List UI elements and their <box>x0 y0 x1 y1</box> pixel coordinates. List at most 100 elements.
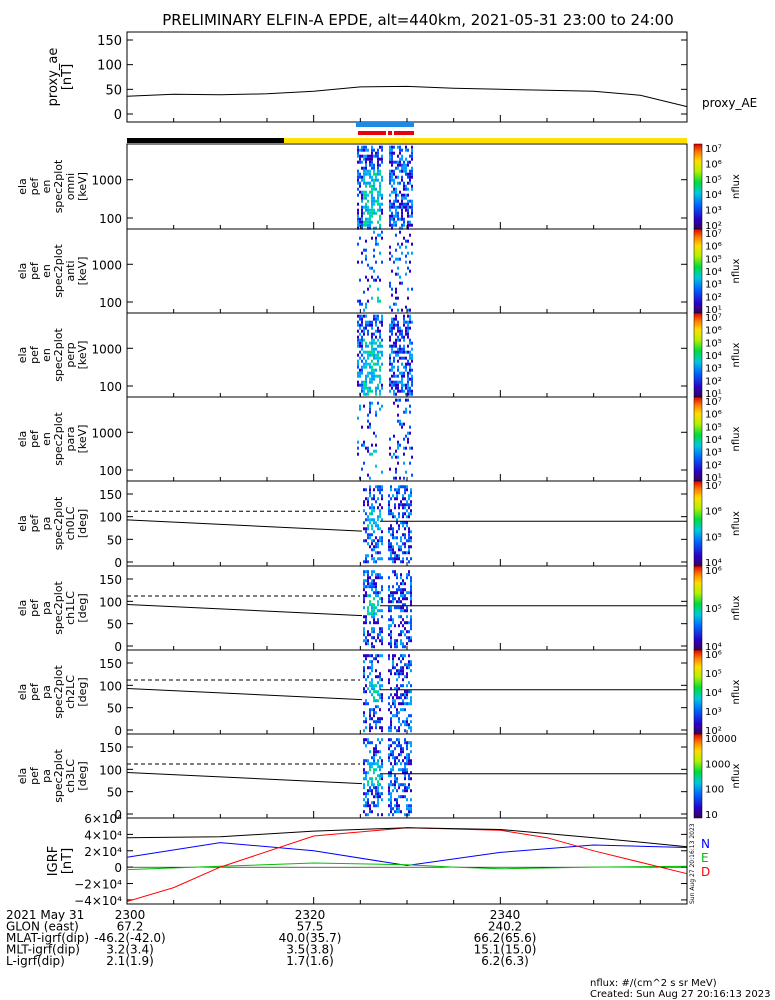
pa-ch3LC-ytick-label: 50 <box>107 786 122 800</box>
pa-ch1LC-cell <box>371 642 373 646</box>
pa-ch3LC-cell <box>410 771 412 775</box>
en-omni-cell <box>365 163 367 167</box>
en-perp-cell <box>371 389 373 393</box>
pa-ch0LC-cell <box>373 560 375 564</box>
pa-ch1LC-cell <box>388 597 390 601</box>
en-omni-cell <box>377 220 379 224</box>
en-anti-cell <box>377 296 379 300</box>
en-para-cell <box>367 446 369 450</box>
en-anti-cell <box>363 248 365 252</box>
pa-ch0LC-cell <box>381 497 383 501</box>
igrf-legend-n: N <box>701 837 710 851</box>
pa-ch1LC-ylabel-line: pef <box>28 598 41 617</box>
pa-ch3LC-cell <box>396 807 398 811</box>
en-anti-ytick-label: 1000 <box>91 258 122 272</box>
en-omni-cell <box>391 202 393 206</box>
en-perp-cell <box>379 374 381 378</box>
en-perp-ylabel-line: [keV] <box>76 341 89 370</box>
pa-ch3LC-cell <box>410 750 412 754</box>
igrf-ytick-label: 6×10⁴ <box>84 812 122 826</box>
igrf-legend-d: D <box>701 865 710 879</box>
pa-ch1LC-cell <box>390 594 392 598</box>
pa-ch1LC-cell <box>371 582 373 586</box>
pa-ch1LC-cell <box>365 621 367 625</box>
en-para-cell <box>397 443 399 447</box>
en-perp-cell <box>359 368 361 372</box>
en-perp-cell <box>377 326 379 330</box>
en-perp-cell <box>395 383 397 387</box>
pa-ch3LC-cell <box>367 783 369 787</box>
pa-ch1LC-cell <box>365 570 367 574</box>
pa-ch1LC-cell <box>375 582 377 586</box>
pa-ch2LC-cell <box>373 711 375 715</box>
pa-ch1LC-cell <box>367 606 369 610</box>
pa-ch1LC-cell <box>373 591 375 595</box>
en-perp-cell <box>407 380 409 384</box>
pa-ch0LC-cell <box>367 500 369 504</box>
en-perp-cell <box>371 338 373 342</box>
en-anti-cell <box>357 242 359 246</box>
pa-ch0LC-colorbar <box>693 480 703 567</box>
pa-ch2LC-cell <box>400 654 402 658</box>
proxy-ae-ylabel-line: [nT] <box>60 64 75 90</box>
en-para-cell <box>381 404 383 408</box>
pa-ch0LC-cell <box>369 491 371 495</box>
pa-ch2LC-cell <box>392 666 394 670</box>
en-omni-cell <box>407 226 409 230</box>
en-perp-cell <box>361 386 363 390</box>
pa-ch1LC-cell <box>365 579 367 583</box>
xaxis-row-value: 3.2(3.4) <box>106 943 154 957</box>
pa-ch3LC-cell <box>365 813 367 817</box>
pa-ch1LC-cell <box>410 636 412 640</box>
pa-ch2LC-cell <box>396 690 398 694</box>
en-perp-colorbar-tick: 10¹ <box>705 389 722 400</box>
en-omni-cell <box>367 154 369 158</box>
en-para-cell <box>411 473 413 477</box>
pa-ch3LC-cell <box>375 750 377 754</box>
en-omni-cell <box>397 175 399 179</box>
en-perp-cell <box>361 323 363 327</box>
en-perp-cell <box>371 365 373 369</box>
pa-ch2LC-cell <box>400 723 402 727</box>
en-para-cell <box>399 419 401 423</box>
pa-ch1LC-cell <box>408 570 410 574</box>
pa-ch1LC-colorbar-title: nflux <box>731 595 742 620</box>
en-omni-cell <box>379 205 381 209</box>
en-omni-cell <box>401 223 403 227</box>
xaxis-row-value: 6.2(6.3) <box>481 954 529 968</box>
pa-ch3LC-cell <box>388 753 390 757</box>
en-para-cell <box>405 446 407 450</box>
pa-ch2LC-cell <box>402 672 404 676</box>
pa-ch3LC-cell <box>394 804 396 808</box>
pa-ch1LC-cell <box>363 579 365 583</box>
en-omni-cell <box>405 163 407 167</box>
pa-ch3LC-cell <box>394 759 396 763</box>
pa-ch3LC-cell <box>379 741 381 745</box>
en-para-ylabel-line: en <box>40 432 53 446</box>
en-omni-cell <box>365 181 367 185</box>
pa-ch2LC-cell <box>396 714 398 718</box>
en-perp-cell <box>363 329 365 333</box>
pa-ch3LC-cell <box>388 798 390 802</box>
igrf-line-total <box>126 827 688 848</box>
en-perp-cell <box>407 344 409 348</box>
en-perp-cell <box>389 326 391 330</box>
pa-ch3LC-cell <box>367 762 369 766</box>
pa-ch0LC-cell <box>371 524 373 528</box>
pa-ch3LC-cell <box>392 753 394 757</box>
en-omni-cell <box>381 148 383 152</box>
en-perp-cell <box>379 335 381 339</box>
en-perp-cell <box>371 341 373 345</box>
en-perp-cell <box>361 341 363 345</box>
en-anti-cell <box>395 290 397 294</box>
en-anti-cell <box>391 269 393 273</box>
pa-ch3LC-cell <box>377 795 379 799</box>
pa-ch1LC-cell <box>410 597 412 601</box>
en-perp-cell <box>361 389 363 393</box>
pa-ch3LC-cell <box>392 756 394 760</box>
pa-ch0LC-cell <box>410 512 412 516</box>
pa-ch1LC-cell <box>377 600 379 604</box>
pa-ch0LC-cell <box>375 542 377 546</box>
en-perp-cell <box>379 377 381 381</box>
pa-ch1LC-cell <box>410 627 412 631</box>
